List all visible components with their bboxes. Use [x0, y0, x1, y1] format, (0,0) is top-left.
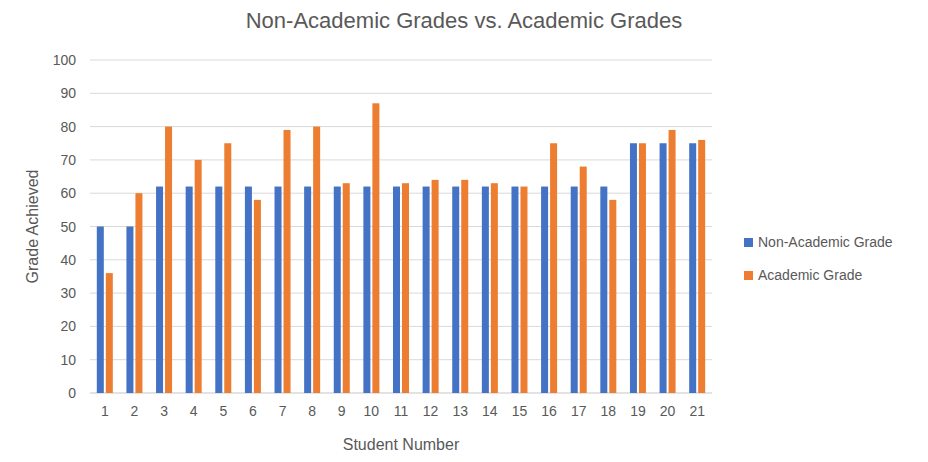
legend-swatch	[744, 271, 753, 280]
grid-line	[90, 126, 712, 127]
y-tick-label: 90	[60, 85, 76, 101]
y-axis-title: Grade Achieved	[24, 170, 41, 284]
bar	[165, 127, 172, 393]
legend-label: Academic Grade	[758, 267, 862, 283]
bar	[245, 187, 252, 393]
bar	[156, 187, 163, 393]
x-tick-label: 5	[219, 403, 227, 419]
grid-line	[90, 193, 712, 194]
x-tick-label: 6	[249, 403, 257, 419]
bar	[275, 187, 282, 393]
x-tick-label: 12	[423, 403, 439, 419]
bar	[106, 273, 113, 393]
bar	[432, 180, 439, 393]
bar	[313, 127, 320, 393]
x-tick-label: 9	[338, 403, 346, 419]
bar	[334, 187, 341, 393]
bar	[511, 187, 518, 393]
legend-label: Non-Academic Grade	[758, 234, 893, 250]
bar	[402, 183, 409, 393]
y-tick-label: 60	[60, 185, 76, 201]
bar	[630, 143, 637, 393]
bar	[600, 187, 607, 393]
bar	[609, 200, 616, 393]
x-tick-label: 17	[571, 403, 587, 419]
x-axis-title: Student Number	[343, 436, 460, 453]
bar	[393, 187, 400, 393]
grid-line	[90, 359, 712, 360]
bar	[372, 103, 379, 393]
x-tick-label: 11	[394, 403, 409, 419]
x-axis-line	[90, 393, 712, 394]
x-tick-label: 4	[190, 403, 198, 419]
bar	[689, 143, 696, 393]
x-tick-label: 3	[160, 403, 168, 419]
x-tick-label: 8	[308, 403, 316, 419]
x-tick-label: 16	[541, 403, 557, 419]
grid-line	[90, 159, 712, 160]
y-tick-label: 40	[60, 252, 76, 268]
bars	[97, 103, 705, 393]
x-tick-label: 10	[364, 403, 380, 419]
bar	[195, 160, 202, 393]
bar	[571, 187, 578, 393]
x-tick-label: 20	[660, 403, 676, 419]
grid-line	[90, 226, 712, 227]
bar	[520, 187, 527, 393]
bar	[660, 143, 667, 393]
bar	[186, 187, 193, 393]
bar	[126, 227, 133, 394]
y-tick-label: 80	[60, 119, 76, 135]
y-tick-label: 20	[60, 318, 76, 334]
bar	[304, 187, 311, 393]
bar	[461, 180, 468, 393]
bar	[363, 187, 370, 393]
y-tick-label: 100	[53, 52, 77, 68]
grid-line	[90, 326, 712, 327]
x-tick-label: 14	[482, 403, 498, 419]
y-tick-label: 30	[60, 285, 76, 301]
y-tick-label: 0	[68, 385, 76, 401]
grid-line	[90, 60, 712, 61]
bar	[669, 130, 676, 393]
bar	[343, 183, 350, 393]
bar	[580, 167, 587, 393]
bar	[423, 187, 430, 393]
bar	[639, 143, 646, 393]
legend-swatch	[744, 238, 753, 247]
x-tick-label: 18	[601, 403, 617, 419]
bar	[452, 187, 459, 393]
bar	[135, 193, 142, 393]
y-tick-label: 70	[60, 152, 76, 168]
x-tick-label: 1	[101, 403, 109, 419]
grid-line	[90, 93, 712, 94]
bar	[224, 143, 231, 393]
bar	[284, 130, 291, 393]
bar	[550, 143, 557, 393]
bar	[698, 140, 705, 393]
x-tick-label: 19	[630, 403, 646, 419]
chart: Non-Academic Grades vs. Academic Grades 0…	[0, 0, 928, 462]
bar	[215, 187, 222, 393]
chart-title: Non-Academic Grades vs. Academic Grades	[246, 8, 683, 33]
x-tick-label: 2	[131, 403, 139, 419]
grid-line	[90, 259, 712, 260]
bar	[491, 183, 498, 393]
y-tick-label: 50	[60, 219, 76, 235]
y-tick-label: 10	[60, 352, 76, 368]
x-tick-label: 15	[512, 403, 528, 419]
grid-line	[90, 293, 712, 294]
bar	[254, 200, 261, 393]
bar	[97, 227, 104, 394]
bar	[541, 187, 548, 393]
x-tick-label: 21	[689, 403, 705, 419]
x-tick-label: 13	[452, 403, 468, 419]
grid-line	[90, 393, 712, 394]
bar	[482, 187, 489, 393]
x-tick-label: 7	[279, 403, 287, 419]
